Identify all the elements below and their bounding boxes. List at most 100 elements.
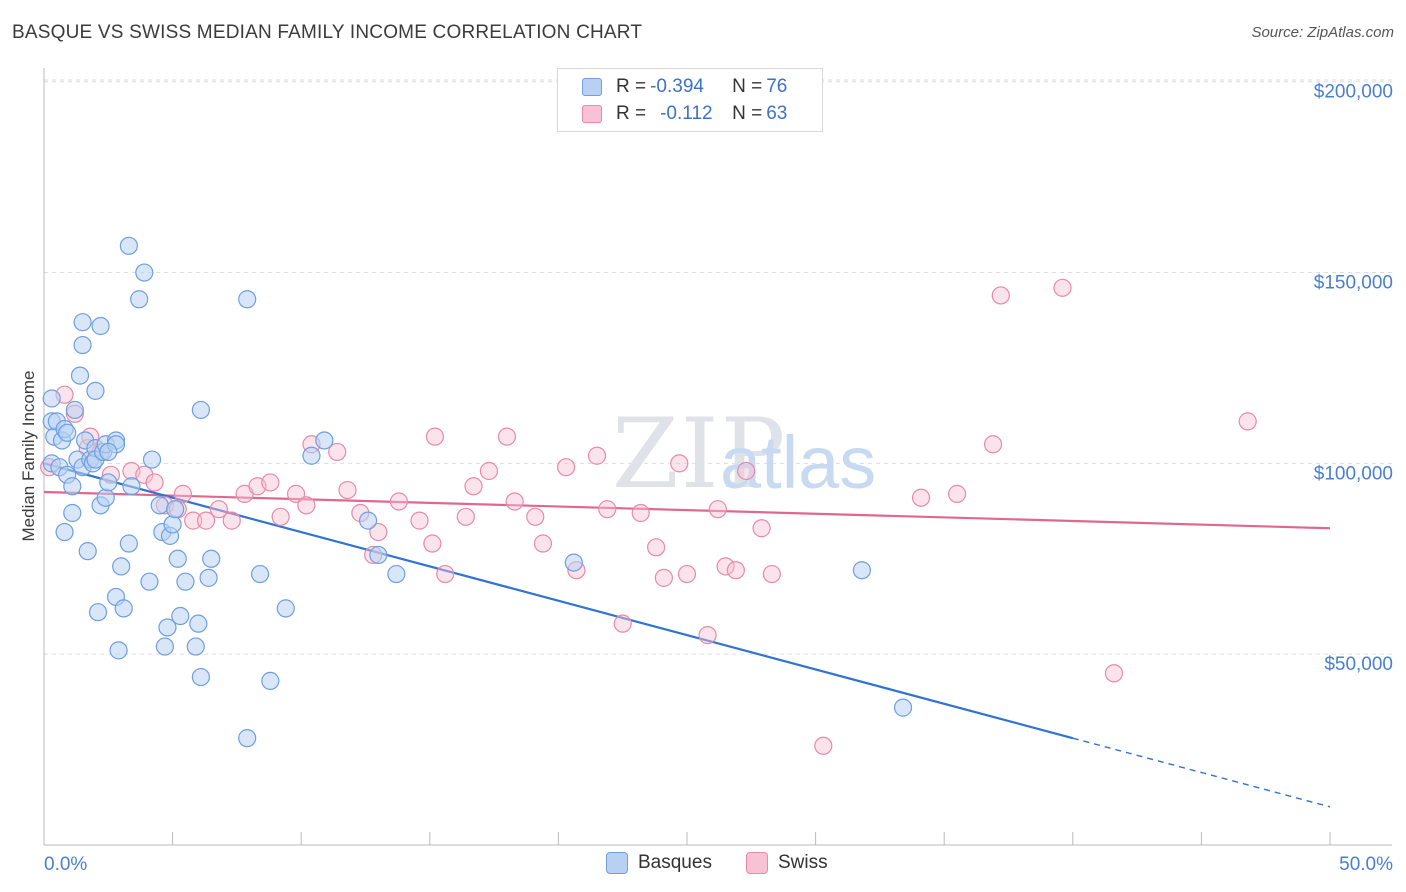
basques-point xyxy=(171,606,190,626)
swiss-point xyxy=(196,511,216,530)
swiss-n-value: 63 xyxy=(766,103,788,124)
swiss-point xyxy=(983,435,1003,454)
swiss-point xyxy=(286,484,306,503)
basques-point xyxy=(168,549,187,568)
basques-point xyxy=(55,522,74,542)
basques-point xyxy=(65,400,84,420)
swiss-point xyxy=(464,477,483,496)
y-axis-label: Median Family Income xyxy=(19,370,38,541)
basques-point xyxy=(158,618,177,637)
swiss-point xyxy=(557,458,576,477)
swiss-point xyxy=(497,427,517,446)
basques-point xyxy=(199,568,218,587)
basques-point xyxy=(119,236,138,255)
basques-legend-label: Basques xyxy=(638,852,712,873)
basques-point xyxy=(122,477,141,496)
basques-point xyxy=(186,637,205,656)
swiss-point xyxy=(410,511,429,530)
swiss-point xyxy=(670,454,689,473)
legend-item-swiss[interactable]: Swiss xyxy=(746,852,828,874)
swiss-point xyxy=(425,427,445,446)
basques-point xyxy=(78,542,97,561)
tick-labels: $50,000 $100,000 $150,000 $200,000 0.0% 50.0% xyxy=(44,82,1393,875)
swiss-point xyxy=(526,507,545,526)
y-tick-label: $50,000 xyxy=(1324,654,1393,675)
basques-point xyxy=(112,557,131,576)
basques-point xyxy=(142,450,162,469)
basques-point xyxy=(86,381,105,400)
basques-point xyxy=(163,515,182,534)
swiss-point xyxy=(716,557,735,576)
swiss-r-label: R = xyxy=(616,103,647,124)
basques-point xyxy=(73,335,92,355)
series-legend: Basques Swiss xyxy=(0,852,1406,876)
basques-point xyxy=(99,442,118,462)
basques-point xyxy=(358,511,378,530)
basques-point xyxy=(150,496,169,515)
basques-point xyxy=(276,599,295,618)
swiss-point xyxy=(209,500,228,519)
swiss-point xyxy=(297,496,316,515)
swiss-point xyxy=(587,446,607,465)
swiss-point xyxy=(328,442,347,462)
source-label: Source: ZipAtlas.com xyxy=(1251,24,1394,41)
swiss-point xyxy=(1053,278,1072,297)
y-tick-label: $150,000 xyxy=(1314,273,1393,294)
swiss-point xyxy=(737,461,756,481)
basques-point xyxy=(91,316,110,336)
legend-row-swiss: R = -0.112 N = 63 xyxy=(582,101,787,127)
swiss-point xyxy=(135,465,154,484)
swiss-point xyxy=(184,511,203,530)
basques-point xyxy=(191,400,210,420)
swiss-point xyxy=(173,484,192,503)
swiss-point xyxy=(677,564,697,584)
basques-point xyxy=(302,446,321,465)
swiss-point xyxy=(814,736,833,755)
basques-point xyxy=(63,503,82,523)
basques-point xyxy=(119,534,138,553)
basques-point xyxy=(387,564,406,584)
swiss-point xyxy=(654,568,673,587)
basques-swatch xyxy=(582,78,602,96)
basques-point xyxy=(96,488,115,507)
swiss-point xyxy=(1104,664,1124,683)
basques-point xyxy=(191,667,210,687)
basques-point xyxy=(130,290,149,309)
x-tick-label-min: 0.0% xyxy=(44,854,87,875)
swiss-swatch xyxy=(582,105,602,123)
swiss-point xyxy=(762,564,781,584)
swiss-point xyxy=(752,519,771,538)
basques-point xyxy=(893,698,913,717)
legend-row-basques: R = -0.394 N = 76 xyxy=(582,74,787,100)
basques-point xyxy=(73,313,92,332)
basques-point xyxy=(564,553,583,572)
basques-point xyxy=(140,572,159,591)
swiss-point xyxy=(698,626,717,645)
basques-point xyxy=(238,290,257,309)
correlation-legend: R = -0.394 N = 76 R = -0.112 N = 63 xyxy=(557,68,823,132)
swiss-point xyxy=(389,492,409,511)
basques-r-value: -0.394 xyxy=(650,76,704,97)
swiss-point xyxy=(911,488,931,507)
swiss-point xyxy=(991,286,1010,305)
swiss-point xyxy=(647,538,666,557)
swiss-point xyxy=(369,522,388,542)
basques-n-label: N = xyxy=(732,76,763,97)
basques-point xyxy=(88,603,108,622)
swiss-point xyxy=(423,534,442,553)
basques-point xyxy=(202,549,221,568)
swiss-point xyxy=(708,500,727,519)
basques-trend-extension xyxy=(1072,737,1331,808)
basques-point xyxy=(42,389,61,408)
swiss-point xyxy=(947,484,967,503)
swiss-legend-swatch xyxy=(746,852,768,874)
y-tick-label: $100,000 xyxy=(1314,463,1393,484)
swiss-legend-label: Swiss xyxy=(778,852,828,873)
legend-item-basques[interactable]: Basques xyxy=(606,852,712,874)
swiss-point xyxy=(631,503,650,523)
swiss-point xyxy=(598,500,617,519)
data-points xyxy=(40,236,1257,755)
swiss-point xyxy=(533,534,553,553)
swiss-trend-line xyxy=(43,490,1331,530)
